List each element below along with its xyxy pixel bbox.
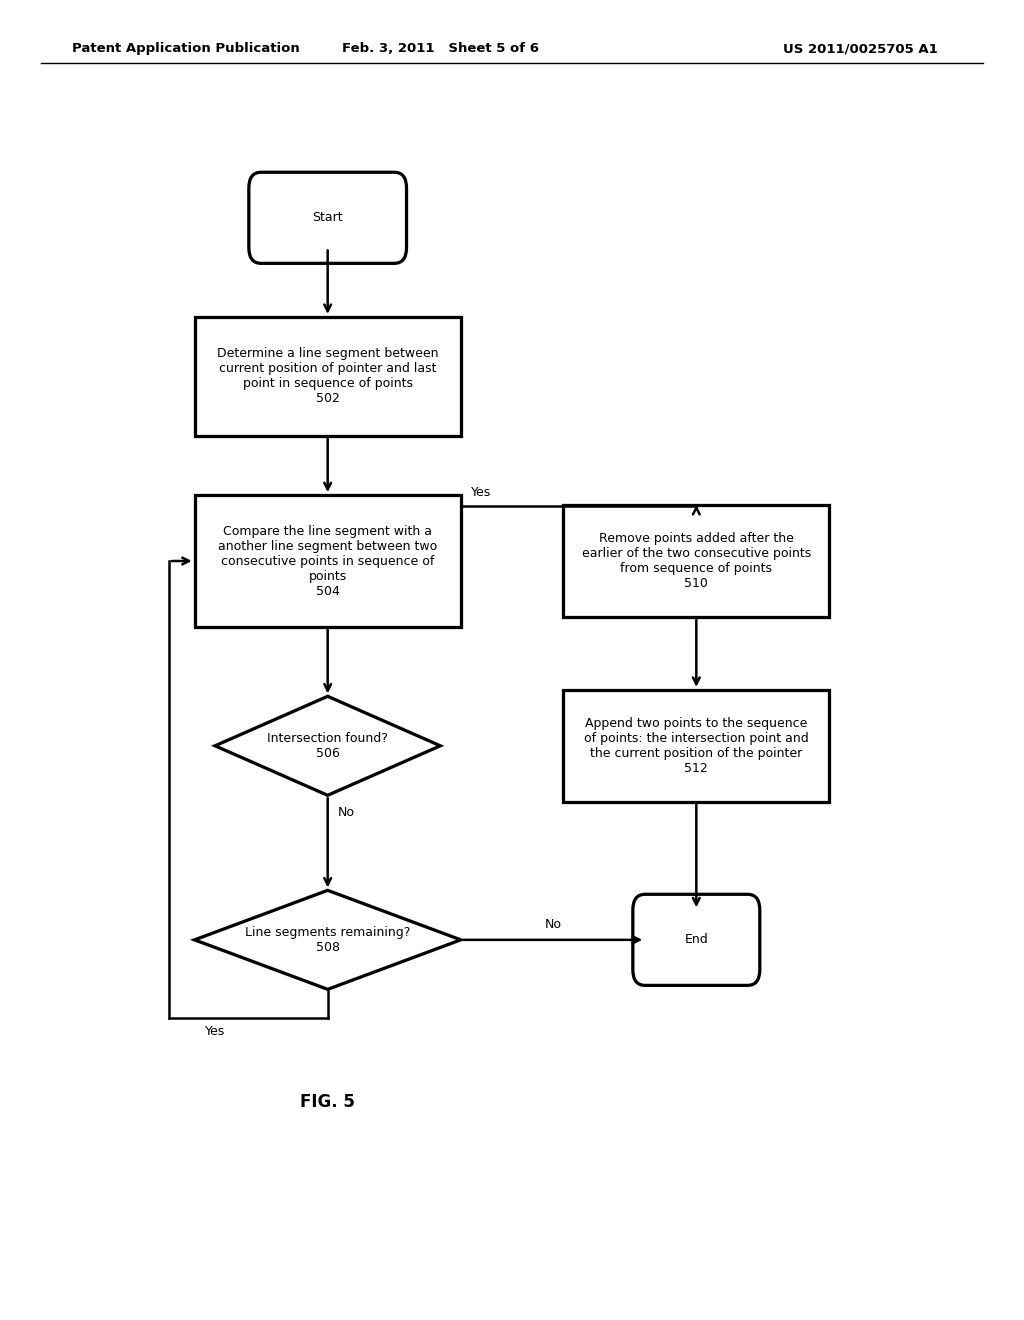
Text: Compare the line segment with a
another line segment between two
consecutive poi: Compare the line segment with a another …: [218, 524, 437, 598]
Text: No: No: [545, 917, 561, 931]
Text: Patent Application Publication: Patent Application Publication: [72, 42, 299, 55]
Bar: [563, 689, 829, 801]
Polygon shape: [215, 697, 440, 795]
Text: Intersection found?
506: Intersection found? 506: [267, 731, 388, 760]
Text: Determine a line segment between
current position of pointer and last
point in s: Determine a line segment between current…: [217, 347, 438, 405]
Polygon shape: [195, 891, 461, 990]
Text: Yes: Yes: [205, 1024, 225, 1038]
Text: Append two points to the sequence
of points: the intersection point and
the curr: Append two points to the sequence of poi…: [584, 717, 809, 775]
Text: Start: Start: [312, 211, 343, 224]
Text: US 2011/0025705 A1: US 2011/0025705 A1: [782, 42, 938, 55]
Text: End: End: [684, 933, 709, 946]
Bar: [195, 495, 461, 627]
Text: FIG. 5: FIG. 5: [300, 1093, 355, 1111]
Text: Feb. 3, 2011   Sheet 5 of 6: Feb. 3, 2011 Sheet 5 of 6: [342, 42, 539, 55]
FancyBboxPatch shape: [633, 895, 760, 985]
Text: Remove points added after the
earlier of the two consecutive points
from sequenc: Remove points added after the earlier of…: [582, 532, 811, 590]
Bar: [563, 506, 829, 618]
FancyBboxPatch shape: [249, 172, 407, 263]
Text: Yes: Yes: [471, 486, 492, 499]
Bar: [195, 317, 461, 436]
Text: No: No: [338, 805, 355, 818]
Text: Line segments remaining?
508: Line segments remaining? 508: [245, 925, 411, 954]
